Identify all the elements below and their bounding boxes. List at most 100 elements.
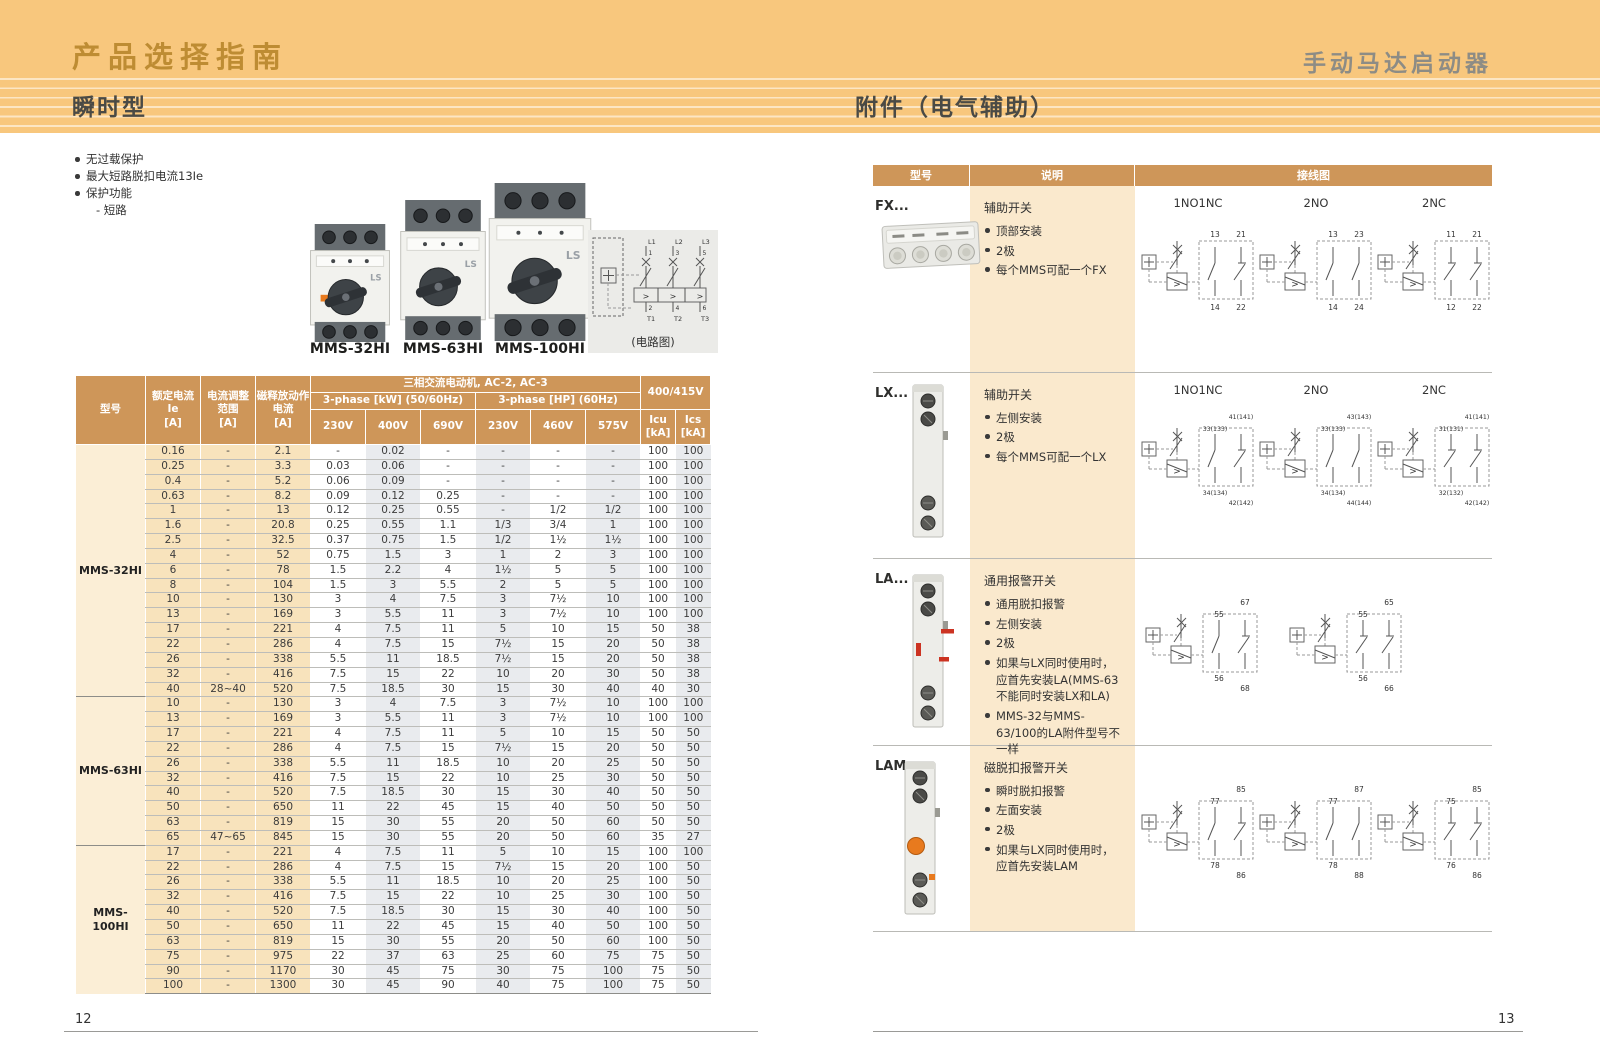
circuit-diagram-svg: L1 1 > 2 T1 L2 3 > 4 T2 L3 5 > [592, 237, 710, 323]
svg-text:5: 5 [703, 250, 707, 257]
wiring-diagram-label [1375, 756, 1493, 771]
col-header-690v-kw: 690V [420, 409, 476, 445]
spec-cell: 100 [640, 919, 676, 935]
wiring-diagram-svg: > 55 65 56 66 [1289, 598, 1402, 693]
svg-text:14: 14 [1328, 303, 1338, 312]
spec-cell: 30 [365, 934, 421, 950]
product-label: MMS-100HI [495, 341, 585, 357]
table-row: 26-338 5.5 11 18.5 10 20 25 100 50 [76, 874, 711, 891]
accessory-description: 辅助开关 左侧安装 2极 每个MMS可配一个LX [970, 373, 1135, 559]
starter-photo-svg: LS [488, 183, 592, 341]
table-row: 75-975 22 37 63 25 60 75 75 50 [76, 949, 711, 965]
spec-cell: 100 [640, 874, 676, 891]
spec-cell: 100 [584, 964, 641, 980]
page-title: 产品选择指南 [72, 40, 289, 74]
spec-cell: - [584, 459, 641, 475]
spec-cell: 7.5 [310, 785, 366, 802]
svg-text:41(141): 41(141) [1465, 414, 1490, 421]
spec-cell: 75 [530, 964, 586, 980]
spec-cell: 50 [640, 667, 676, 683]
spec-cell: 32 [145, 771, 201, 787]
spec-cell: 1300 [255, 978, 311, 995]
svg-text:21: 21 [1472, 230, 1482, 239]
spec-cell: 75 [640, 949, 676, 965]
spec-cell: 75 [420, 964, 476, 980]
spec-cell: - [200, 874, 256, 891]
spec-cell: - [200, 592, 256, 609]
table-row: 1.6-20.8 0.25 0.55 1.1 1/3 3/4 1 100 100 [76, 518, 711, 535]
section-title-instantaneous: 瞬时型 [72, 95, 147, 121]
svg-text:T1: T1 [646, 315, 655, 323]
spec-cell: 286 [255, 637, 311, 653]
wiring-diagram-svg: > 55 67 56 68 [1145, 598, 1258, 693]
svg-text:>: > [1321, 653, 1329, 663]
spec-cell: 15 [365, 667, 421, 683]
spec-cell: 1 [475, 548, 531, 564]
svg-text:>: > [1409, 840, 1417, 850]
spec-cell: 100 [675, 489, 711, 505]
accessory-rows: FX... 辅助开关 顶部安装 2极 每个MMS可配一个FX 1NO1NC > 13 2… [873, 186, 1492, 932]
accessory-photo-svg [904, 761, 940, 914]
spec-cell: 50 [675, 860, 711, 876]
svg-text:>: > [1291, 467, 1299, 477]
spec-cell: 75 [145, 949, 201, 965]
table-row: 32-416 7.5 15 22 10 25 30 100 50 [76, 889, 711, 906]
svg-text:76: 76 [1446, 861, 1456, 870]
spec-cell: 30 [365, 815, 421, 831]
wiring-diagram: 1NO1NC > 13 21 14 22 [1139, 196, 1257, 327]
spec-cell: 17 [145, 726, 201, 742]
spec-cell: 50 [640, 726, 676, 742]
spec-cell: 15 [420, 637, 476, 653]
wiring-diagram-drawing: > 31(131) 41(141) 32(132) 42(142) [1375, 404, 1493, 514]
accessory-bullet: 每个MMS可配一个FX [984, 262, 1125, 279]
accessory-model: LX... [875, 385, 909, 401]
spec-cell: 7½ [530, 711, 586, 728]
product-label: MMS-32HI [309, 341, 391, 357]
accessory-description-title: 磁脱扣报警开关 [984, 760, 1069, 775]
svg-text:>: > [1409, 280, 1417, 290]
spec-cell: 100 [675, 711, 711, 728]
svg-text:86: 86 [1472, 871, 1482, 880]
spec-cell: 3 [584, 548, 641, 564]
table-row: 6-78 1.5 2.2 4 1½ 5 5 100 100 [76, 563, 711, 579]
wiring-diagram-label: 1NO1NC [1173, 196, 1223, 210]
accessory-bullet: 2极 [984, 635, 1125, 652]
accessory-description: 通用报警开关 通用脱扣报警 左侧安装 2极 如果与LX同时使用时，应首先安装LA(MMS… [970, 559, 1135, 756]
wiring-diagram-drawing: > 13 21 14 22 [1139, 217, 1257, 327]
spec-cell: 20 [475, 830, 531, 846]
spec-cell: 20 [584, 637, 641, 653]
spec-cell: 0.06 [365, 459, 421, 475]
svg-text:T3: T3 [700, 315, 709, 323]
spec-cell: 100 [675, 844, 711, 861]
svg-text:88: 88 [1354, 871, 1364, 880]
spec-cell: 1½ [475, 563, 531, 579]
spec-table-header: 型号 额定电流 Ie [A] 电流调整 范围 [A] 磁释放动作 电流 [A] … [75, 375, 712, 445]
accessory-row: LX... 辅助开关 左侧安装 2极 每个MMS可配一个LX 1NO1NC > 33(1… [873, 373, 1493, 559]
spec-cell: 11 [365, 874, 421, 891]
col-header-icu: Icu [kA] [640, 409, 677, 445]
circuit-diagram-box: L1 1 > 2 T1 L2 3 > 4 T2 L3 5 > [588, 230, 718, 353]
svg-text:34(134): 34(134) [1203, 490, 1228, 497]
spec-cell: 1.5 [310, 578, 366, 594]
spec-cell: 338 [255, 652, 311, 668]
spec-cell: 11 [420, 622, 476, 638]
wiring-diagram-label [1257, 756, 1375, 771]
spec-cell: 75 [584, 949, 641, 965]
svg-text:68: 68 [1240, 684, 1250, 693]
spec-cell: 25 [475, 949, 531, 965]
spec-table: 型号 额定电流 Ie [A] 电流调整 范围 [A] 磁释放动作 电流 [A] … [75, 375, 712, 995]
accessory-photo-svg [912, 384, 948, 537]
spec-cell: 50 [675, 800, 711, 817]
spec-cell: 55 [420, 815, 476, 831]
spec-cell: 221 [255, 622, 311, 638]
spec-cell: 5.2 [255, 474, 311, 490]
spec-cell: 15 [310, 830, 366, 846]
spec-cell: 5 [530, 578, 586, 594]
spec-cell: 100 [640, 489, 676, 505]
spec-cell: 1/2 [475, 533, 531, 549]
feature-item: 无过载保护 [74, 153, 203, 166]
spec-cell: 3 [365, 578, 421, 594]
spec-cell: 32 [145, 667, 201, 683]
spec-cell: 11 [420, 607, 476, 624]
spec-cell: 13 [145, 711, 201, 728]
